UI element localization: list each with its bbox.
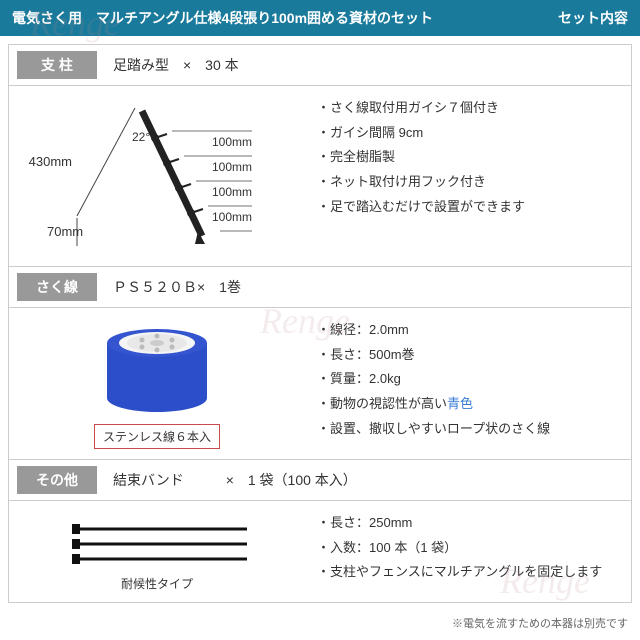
svg-text:430mm: 430mm <box>29 154 72 169</box>
footer-note: ※電気を流すための本器は別売です <box>0 611 640 635</box>
list-item: 質量：2.0kg <box>317 367 623 392</box>
pole-diagram: 430mm 22° 70mm 100mm 100mm 100mm 100mm <box>17 96 297 256</box>
section2-spec: ＰＳ５２０Ｂ× 1巻 <box>113 277 241 297</box>
list-item: 設置、撤収しやすいロープ状のさく線 <box>317 417 623 442</box>
list-item: 長さ：500m巻 <box>317 343 623 368</box>
list-item: ネット取付け用フック付き <box>317 170 623 195</box>
section1-label: 支 柱 <box>17 51 97 79</box>
section3-label: その他 <box>17 466 97 494</box>
section2-label: さく線 <box>17 273 97 301</box>
wire-note: ステンレス線６本入 <box>94 424 220 449</box>
section3-spec: 結束バンド × 1 袋（100 本入） <box>113 470 357 490</box>
section1-body: 430mm 22° 70mm 100mm 100mm 100mm 100mm さ… <box>9 86 631 267</box>
section3-details: 長さ：250mm 入数：100 本（1 袋） 支柱やフェンスにマルチアングルを固… <box>297 511 623 592</box>
section3-body: 耐候性タイプ 長さ：250mm 入数：100 本（1 袋） 支柱やフェンスにマル… <box>9 501 631 602</box>
section2-details: 線径：2.0mm 長さ：500m巻 質量：2.0kg 動物の視認性が高い青色 設… <box>297 318 623 449</box>
list-item: 長さ：250mm <box>317 511 623 536</box>
list-item: 動物の視認性が高い青色 <box>317 392 623 417</box>
section1-details: さく線取付用ガイシ７個付き ガイシ間隔 9cm 完全樹脂製 ネット取付け用フック… <box>297 96 623 256</box>
svg-text:100mm: 100mm <box>212 160 252 174</box>
header-right: セット内容 <box>558 8 628 28</box>
content-container: 支 柱 足踏み型 × 30 本 430mm 22° 70mm <box>8 44 632 603</box>
list-item: ガイシ間隔 9cm <box>317 121 623 146</box>
tie-type-label: 耐候性タイプ <box>121 575 193 592</box>
list-item: 支柱やフェンスにマルチアングルを固定します <box>317 560 623 585</box>
section2-header: さく線 ＰＳ５２０Ｂ× 1巻 <box>9 267 631 308</box>
header-title: 電気さく用 マルチアングル仕様4段張り100m囲める資材のセット <box>12 8 433 28</box>
list-item: 線径：2.0mm <box>317 318 623 343</box>
list-item: 完全樹脂製 <box>317 145 623 170</box>
svg-text:100mm: 100mm <box>212 185 252 199</box>
list-item: さく線取付用ガイシ７個付き <box>317 96 623 121</box>
section2-body: ステンレス線６本入 線径：2.0mm 長さ：500m巻 質量：2.0kg 動物の… <box>9 308 631 460</box>
svg-text:100mm: 100mm <box>212 135 252 149</box>
svg-text:22°: 22° <box>132 130 150 144</box>
page-header: 電気さく用 マルチアングル仕様4段張り100m囲める資材のセット セット内容 <box>0 0 640 36</box>
ties-diagram: 耐候性タイプ <box>17 511 297 592</box>
svg-text:70mm: 70mm <box>47 224 83 239</box>
spool-diagram: ステンレス線６本入 <box>17 318 297 449</box>
section1-spec: 足踏み型 × 30 本 <box>113 55 239 75</box>
list-item: 足で踏込むだけで設置ができます <box>317 195 623 220</box>
list-item: 入数：100 本（1 袋） <box>317 536 623 561</box>
svg-text:100mm: 100mm <box>212 210 252 224</box>
section3-header: その他 結束バンド × 1 袋（100 本入） <box>9 460 631 501</box>
section1-header: 支 柱 足踏み型 × 30 本 <box>9 45 631 86</box>
